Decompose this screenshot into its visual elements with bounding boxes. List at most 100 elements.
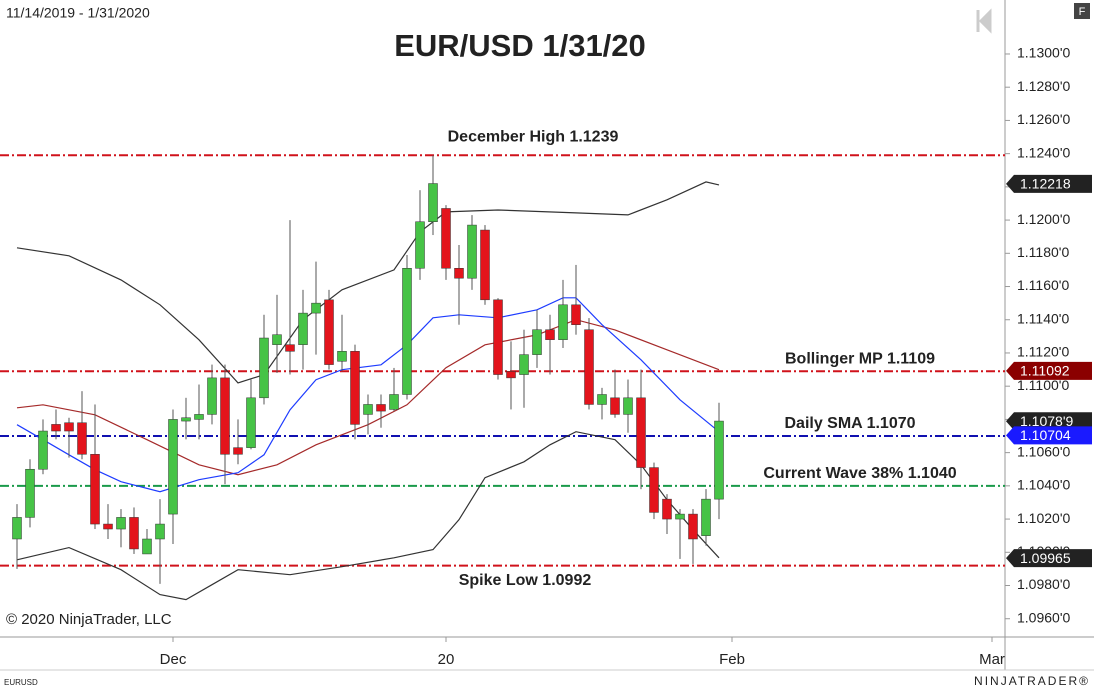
scroll-end-icon[interactable] (976, 8, 992, 34)
candle-body (220, 377, 230, 455)
price-marker (1006, 412, 1092, 431)
candle-body (363, 404, 373, 415)
price-marker (1006, 549, 1092, 568)
y-tick-label: 1.1200'0 (1017, 211, 1070, 227)
y-tick-label: 1.1240'0 (1017, 144, 1070, 160)
candle-body (129, 517, 139, 550)
price-marker-label: 1.11092 (1020, 363, 1070, 379)
candle-body (688, 513, 698, 540)
level-label: Daily SMA 1.1070 (784, 415, 915, 432)
candle-body (675, 513, 685, 520)
candle-body (51, 424, 61, 432)
candle-body (454, 268, 464, 279)
candle-body (506, 370, 516, 379)
y-tick-label: 1.1260'0 (1017, 111, 1070, 127)
candle-body (389, 394, 399, 410)
candle-body (610, 397, 620, 415)
y-tick-label: 1.1280'0 (1017, 78, 1070, 94)
chart-title: EUR/USD 1/31/20 (394, 28, 646, 63)
panel-button-label[interactable]: F (1079, 6, 1086, 18)
candle-body (272, 334, 282, 345)
candle-body (116, 517, 126, 530)
candle-body (298, 312, 308, 345)
y-tick-label: 1.1120'0 (1017, 344, 1069, 360)
candle-body (376, 404, 386, 412)
y-tick-label: 1.1100'0 (1017, 377, 1069, 393)
candle-body (493, 299, 503, 375)
price-marker-label: 1.1078'9 (1020, 413, 1073, 429)
candle-body (584, 329, 594, 405)
y-tick-label: 1.1020'0 (1017, 510, 1070, 526)
price-marker-label: 1.10704 (1020, 427, 1071, 443)
price-marker (1006, 426, 1092, 445)
candle-body (12, 517, 22, 540)
x-tick-label: Dec (160, 651, 187, 668)
y-tick-label: 1.1160'0 (1017, 277, 1069, 293)
candle-body (194, 414, 204, 420)
candle-body (597, 394, 607, 405)
candle-body (571, 304, 581, 325)
candle-body (649, 467, 659, 513)
indicator-line (16, 181, 720, 384)
price-marker-label: 1.09965 (1020, 550, 1071, 566)
candle-body (519, 354, 529, 375)
candle-body (155, 523, 165, 540)
candle-body (402, 268, 412, 395)
candle-body (623, 397, 633, 415)
y-tick-label: 1.1140'0 (1017, 310, 1069, 326)
candle-body (532, 329, 542, 355)
candle-body (207, 377, 217, 415)
candle-body (181, 417, 191, 422)
indicator-line (16, 431, 720, 601)
level-label: Bollinger MP 1.1109 (785, 350, 935, 367)
instrument: EURUSD (4, 678, 38, 687)
candle-body (311, 302, 321, 314)
level-label: Current Wave 38% 1.1040 (763, 465, 956, 482)
candle-body (415, 221, 425, 269)
x-tick-label: Feb (719, 651, 745, 668)
candle-body (103, 523, 113, 530)
brand: NINJATRADER® (974, 674, 1090, 688)
candle-body (324, 299, 334, 365)
candle-body (480, 229, 490, 301)
y-tick-label: 1.1300'0 (1017, 45, 1070, 61)
y-tick-label: 1.1060'0 (1017, 443, 1070, 459)
price-marker (1006, 361, 1092, 380)
candle-body (701, 498, 711, 536)
candle-body (64, 422, 74, 432)
candle-body (77, 422, 87, 455)
candle-body (90, 454, 100, 525)
candle-body (142, 538, 152, 555)
price-marker (1006, 174, 1092, 193)
candle-body (246, 397, 256, 448)
y-tick-label: 1.1040'0 (1017, 477, 1070, 493)
candle-body (285, 344, 295, 352)
candle-body (259, 337, 269, 399)
candle-body (337, 351, 347, 362)
candle-body (428, 183, 438, 222)
candle-body (233, 447, 243, 455)
candle-body (441, 208, 451, 269)
candle-body (467, 224, 477, 279)
level-label: December High 1.1239 (448, 129, 619, 146)
candle-body (662, 498, 672, 520)
panel-button[interactable] (1074, 3, 1090, 19)
indicator-line (16, 297, 720, 493)
y-tick-label: 1.0960'0 (1017, 609, 1070, 625)
candle-body (545, 329, 555, 340)
x-tick-label: Mar (979, 651, 1005, 668)
candle-body (25, 468, 35, 518)
candle-body (714, 420, 724, 500)
price-marker-label: 1.12218 (1020, 176, 1071, 192)
candle-body (38, 430, 48, 470)
x-tick-label: 20 (438, 651, 455, 668)
candle-body (168, 419, 178, 515)
date-range: 11/14/2019 - 1/31/2020 (6, 5, 150, 21)
level-label: Spike Low 1.0992 (459, 572, 592, 589)
candle-body (636, 397, 646, 468)
candle-body (350, 351, 360, 425)
y-tick-label: 1.0980'0 (1017, 576, 1070, 592)
candle-body (558, 304, 568, 340)
